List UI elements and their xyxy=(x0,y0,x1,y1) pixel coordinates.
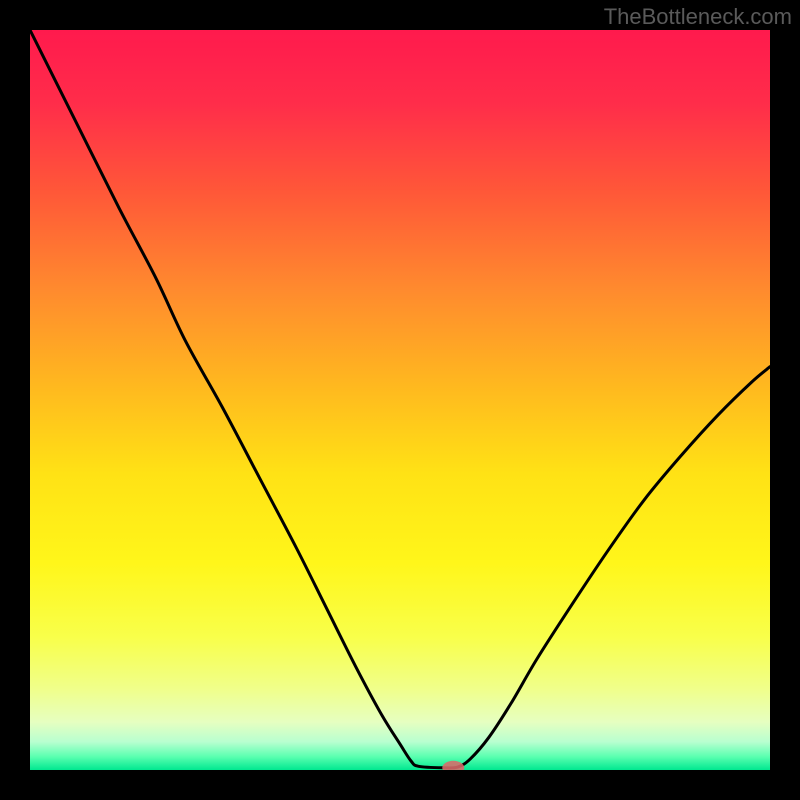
plot-area xyxy=(30,30,770,770)
chart-container: TheBottleneck.com xyxy=(0,0,800,800)
gradient-background xyxy=(30,30,770,770)
plot-svg xyxy=(30,30,770,770)
watermark-text: TheBottleneck.com xyxy=(604,4,792,30)
